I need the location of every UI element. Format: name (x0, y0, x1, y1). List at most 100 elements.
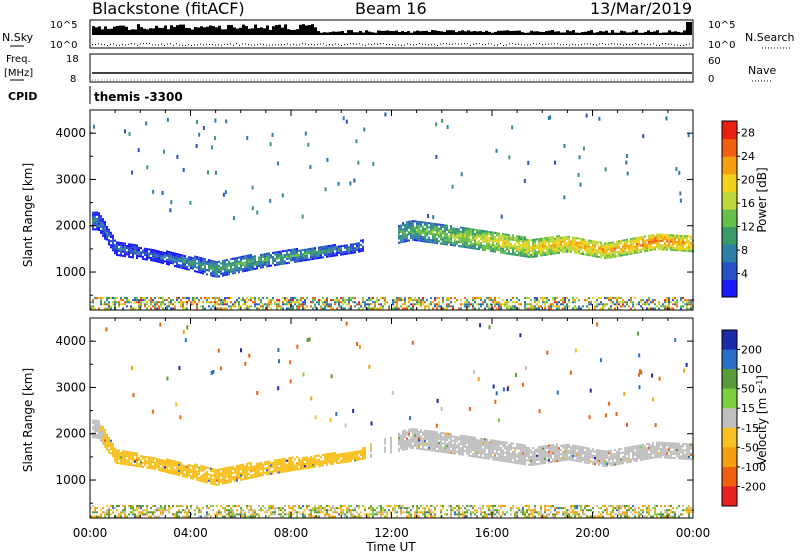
echo-cell (360, 250, 362, 253)
near-range-cell (434, 299, 436, 302)
echo-cell (322, 252, 324, 255)
echo-cell (474, 232, 476, 236)
echo-cell (350, 457, 352, 461)
echo-cell (484, 438, 486, 441)
echo-cell (406, 239, 408, 243)
near-range-cell (620, 305, 622, 308)
echo-cell (202, 465, 204, 468)
echo-cell (418, 439, 420, 442)
echo-cell (636, 241, 638, 244)
echo-cell (488, 232, 490, 236)
echo-cell (102, 226, 104, 229)
near-range-cell (154, 307, 156, 310)
echo-cell (162, 463, 164, 466)
echo-cell (324, 247, 326, 250)
near-range-cell (112, 297, 114, 300)
echo-cell (502, 251, 504, 254)
echo-cell (684, 249, 686, 252)
near-range-cell (396, 297, 398, 300)
echo-cell (476, 439, 478, 442)
near-range-cell (594, 301, 596, 304)
echo-cell (458, 442, 460, 445)
echo-cell (250, 462, 252, 465)
echo-cell (508, 242, 510, 245)
echo-cell (466, 244, 468, 247)
echo-cell (576, 243, 578, 246)
echo-cell (356, 450, 358, 453)
near-range-cell (138, 299, 140, 302)
echo-cell (160, 253, 162, 256)
near-range-cell (686, 305, 688, 308)
echo-cell (672, 248, 674, 252)
echo-cell (500, 239, 502, 242)
near-range-cell (690, 305, 692, 308)
echo-cell (546, 241, 548, 244)
echo-cell (482, 246, 484, 249)
echo-cell (464, 231, 466, 234)
echo-cell (462, 245, 464, 248)
echo-cell (476, 235, 478, 238)
echo-cell (618, 244, 620, 247)
echo-cell (508, 450, 510, 453)
echo-cell (400, 228, 402, 231)
echo-cell (92, 425, 94, 428)
echo-cell (480, 439, 482, 442)
near-range-cell (680, 297, 682, 300)
echo-cell (672, 238, 674, 241)
echo-cell (564, 246, 566, 249)
echo-cell (448, 434, 450, 438)
echo-cell (346, 454, 348, 457)
echo-cell (360, 458, 362, 461)
echo-cell (236, 473, 238, 476)
nsky-bar (509, 30, 512, 35)
nsearch-dot (197, 44, 198, 46)
echo-cell (422, 439, 424, 442)
echo-cell (324, 459, 326, 462)
echo-cell (526, 453, 528, 456)
echo-cell (204, 466, 206, 469)
echo-cell (116, 251, 118, 254)
echo-cell (154, 461, 156, 464)
echo-cell (480, 446, 482, 449)
echo-cell (400, 436, 402, 439)
near-range-cell (206, 301, 208, 304)
nsearch-dot (554, 43, 555, 45)
echo-cell (242, 469, 244, 473)
echo-cell (398, 235, 400, 238)
echo-cell (176, 265, 178, 268)
echo-cell (224, 265, 226, 268)
nsearch-dot (356, 43, 357, 45)
echo-cell (274, 469, 276, 473)
near-range-cell (332, 299, 334, 302)
echo-cell (500, 457, 502, 460)
echo-cell (558, 239, 560, 242)
echo-cell (506, 244, 508, 247)
echo-cell (674, 247, 676, 250)
echo-cell (468, 232, 470, 235)
echo-cell (526, 247, 528, 250)
near-range-cell (442, 307, 444, 310)
near-range-cell (674, 297, 676, 300)
echo-cell (542, 245, 544, 248)
echo-cell (576, 237, 578, 240)
near-range-cell (150, 303, 152, 306)
echo-cell (238, 477, 240, 480)
echo-cell (600, 245, 602, 248)
near-range-cell (436, 303, 438, 306)
echo-cell (480, 242, 482, 245)
near-range-cell (168, 305, 170, 308)
echo-cell (488, 440, 490, 444)
echo-cell (292, 456, 294, 459)
echo-cell (660, 233, 662, 236)
echo-cell (610, 245, 612, 248)
echo-cell (362, 457, 364, 460)
echo-cell (498, 232, 500, 235)
echo-cell (178, 259, 180, 262)
near-range-cell (554, 305, 556, 308)
near-range-cell (438, 303, 440, 306)
echo-cell (496, 458, 498, 461)
echo-cell (134, 454, 136, 457)
echo-cell (686, 235, 688, 238)
echo-cell (480, 235, 482, 239)
echo-cell (554, 241, 556, 244)
